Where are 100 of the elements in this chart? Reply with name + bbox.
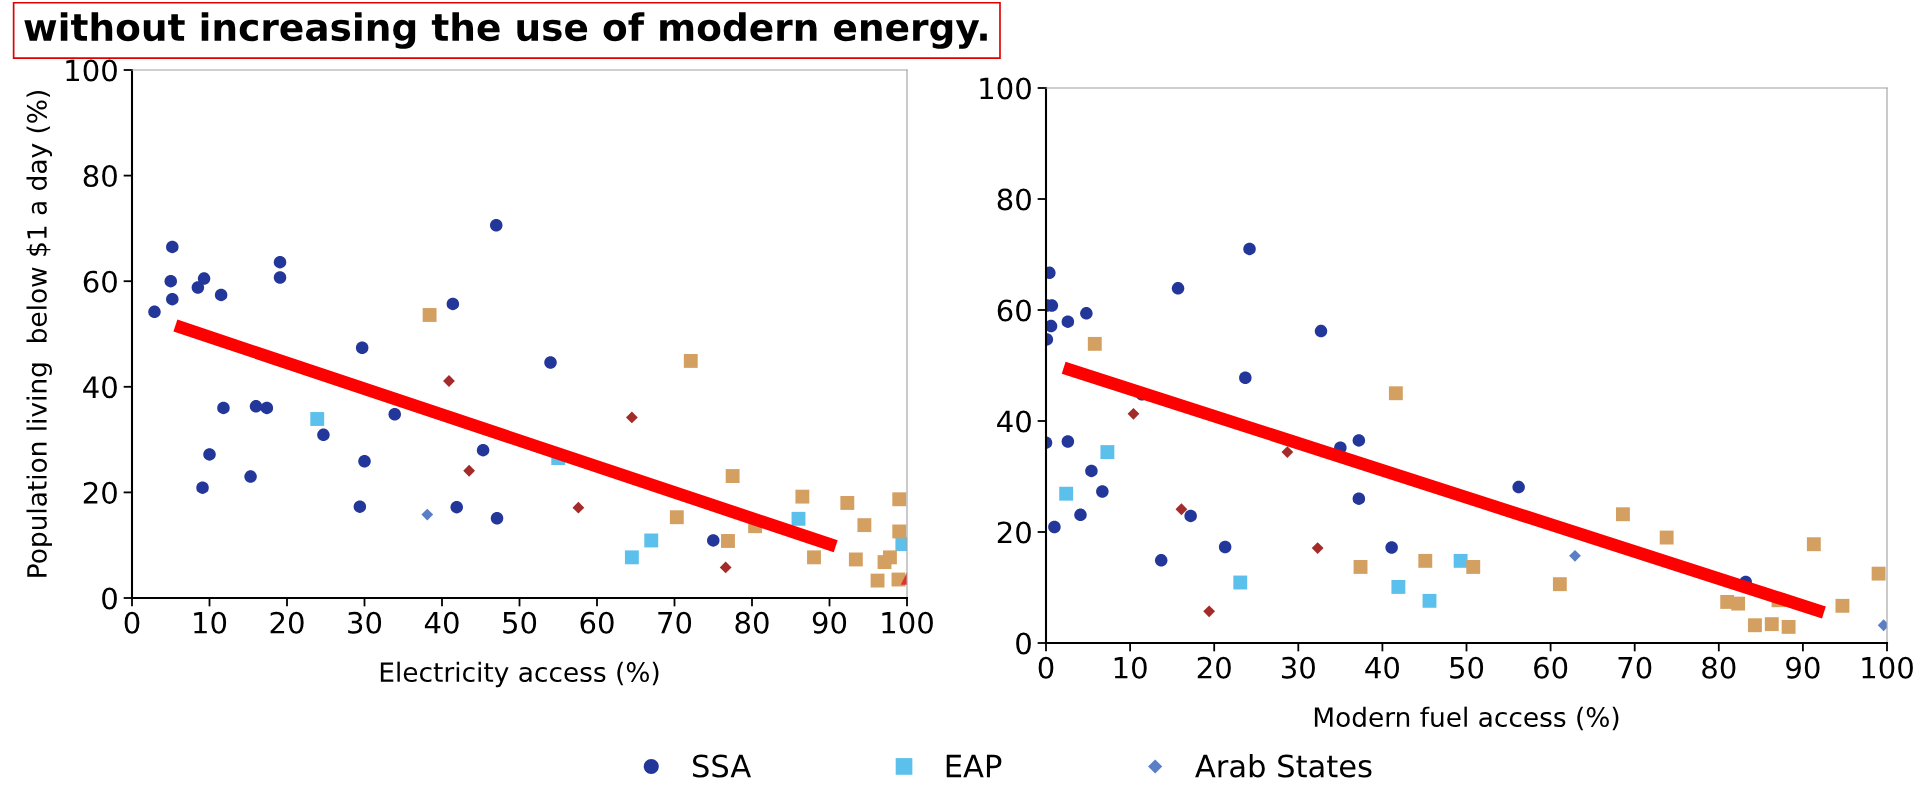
point (725, 469, 740, 483)
point (1453, 553, 1468, 568)
point (166, 240, 179, 254)
point (197, 272, 211, 285)
x-tick-label: 80 (1702, 656, 1736, 679)
point (358, 455, 371, 468)
point (1659, 530, 1674, 545)
x-tick-label: 10 (194, 611, 227, 634)
point (883, 550, 897, 565)
point (1203, 605, 1216, 618)
point (1552, 577, 1567, 592)
point (1175, 503, 1188, 516)
point (1096, 485, 1109, 498)
point (644, 533, 659, 548)
y-tick-label: 80 (83, 165, 117, 188)
x-tick-label: 0 (124, 611, 140, 634)
legend-label: Arab States (1195, 753, 1372, 778)
point (260, 401, 274, 415)
point (1048, 520, 1061, 534)
point (463, 464, 476, 477)
x-tick-label: 50 (503, 611, 537, 634)
point (1127, 407, 1140, 420)
point (1087, 336, 1102, 351)
point (421, 508, 434, 521)
y-tick-label: 20 (83, 481, 117, 504)
point (1748, 618, 1762, 633)
x-tick-label: 20 (270, 611, 304, 634)
x-tick-label: 60 (1534, 656, 1568, 679)
point (1080, 307, 1093, 320)
point (450, 500, 463, 514)
x-tick-label: 50 (1450, 656, 1484, 679)
point (1466, 560, 1481, 574)
y-tick-label: 80 (997, 188, 1031, 211)
point (1046, 319, 1058, 333)
x-tick-label: 30 (348, 611, 382, 634)
point (848, 552, 863, 567)
x-tick-label: 90 (812, 611, 847, 634)
legend-label: EAP (946, 754, 1002, 778)
point (273, 271, 287, 284)
point (1352, 434, 1366, 447)
point (1731, 596, 1746, 611)
x-tick-label: 20 (1197, 656, 1231, 679)
point (1085, 464, 1098, 478)
point (1184, 509, 1197, 523)
point (249, 400, 263, 413)
y-tick-label: 40 (997, 410, 1031, 433)
point (1385, 541, 1398, 554)
x-tick-label: 30 (1281, 656, 1315, 679)
x-tick-label: 40 (424, 611, 459, 634)
point (446, 297, 460, 311)
point (490, 218, 503, 232)
point (476, 443, 490, 457)
x-tick-label: 60 (580, 611, 614, 634)
legend-label: SSA (692, 754, 751, 778)
y-axis-title: Population living below $1 a day (%) (26, 91, 53, 577)
point (273, 255, 287, 269)
point (1061, 315, 1075, 328)
point (1171, 282, 1185, 295)
point (625, 411, 638, 424)
point (1391, 580, 1406, 594)
point (310, 412, 325, 426)
point (1764, 617, 1779, 632)
y-tick-label: 60 (997, 299, 1031, 322)
chart-title: without increasing the use of modern energy. (24, 12, 987, 49)
point (1877, 619, 1887, 632)
point (719, 561, 732, 574)
point (892, 492, 907, 507)
point (1388, 386, 1403, 401)
point (1781, 619, 1796, 634)
point (791, 511, 806, 526)
x-tick-label: 70 (1618, 656, 1652, 679)
point (203, 448, 216, 461)
point (840, 496, 855, 510)
point (1615, 507, 1630, 522)
point (1512, 480, 1525, 494)
x-tick-label: 70 (658, 611, 692, 634)
point (544, 356, 557, 369)
point (317, 428, 330, 442)
point (795, 489, 810, 504)
point (355, 341, 369, 354)
x-tick-label: 100 (882, 611, 933, 634)
point (572, 501, 585, 514)
point (353, 500, 367, 513)
point (1569, 549, 1581, 562)
point (1239, 371, 1252, 384)
point (857, 518, 872, 533)
point (707, 534, 720, 547)
point (1418, 553, 1433, 568)
point (1871, 566, 1886, 581)
point (892, 524, 907, 539)
point (683, 353, 698, 368)
x-axis-title: Electricity access (%) (380, 661, 659, 688)
point (1243, 242, 1256, 256)
point (1233, 575, 1248, 590)
point (148, 305, 161, 319)
x-tick-label: 10 (1114, 656, 1147, 679)
point (191, 281, 205, 294)
point (490, 512, 504, 525)
point (1422, 593, 1437, 608)
y-tick-label: 100 (66, 59, 117, 82)
